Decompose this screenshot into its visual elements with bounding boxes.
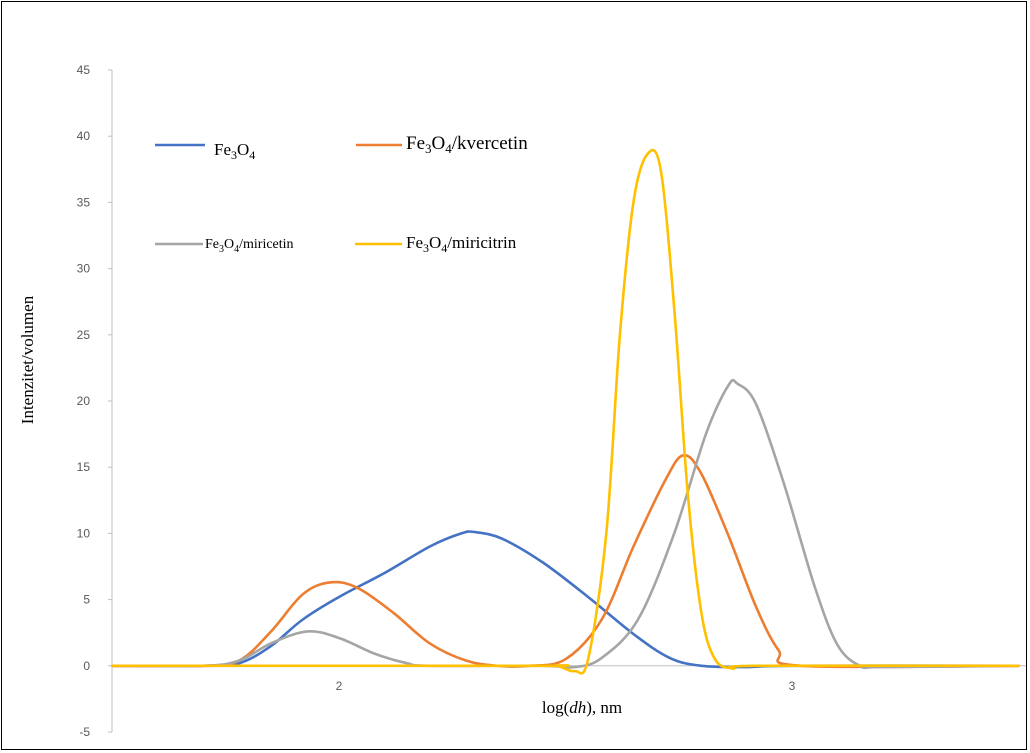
y-tick-label: 15 xyxy=(77,460,91,474)
y-tick-label: 0 xyxy=(83,659,90,673)
legend-fe3o4-miricetin: Fe3O4/miricetin xyxy=(155,237,294,255)
y-tick-label: 20 xyxy=(77,394,91,408)
y-tick-label: 25 xyxy=(77,328,91,342)
series-line-fe3o4-miricetin xyxy=(111,378,1020,670)
y-tick-label: 5 xyxy=(83,593,90,607)
series-line-fe3o4-kvercetin xyxy=(111,453,1020,669)
y-tick-label: 10 xyxy=(77,526,91,540)
series-layer xyxy=(111,148,1020,675)
legend: Fe3O4 Fe3O4/kvercetin Fe3O4/miricetin Fe3O4… xyxy=(155,133,528,255)
legend-label: Fe3O4/miricitrin xyxy=(406,233,517,255)
y-tick-label: 40 xyxy=(77,129,91,143)
y-tick-label: 45 xyxy=(77,63,91,77)
y-axis-title: Intenzitet/volumen xyxy=(18,295,37,424)
x-tick-label: 3 xyxy=(789,679,796,693)
y-tick-label: 30 xyxy=(77,262,91,276)
legend-fe3o4-kvercetin: Fe3O4/kvercetin xyxy=(356,133,528,156)
legend-label: Fe3O4 xyxy=(214,140,255,162)
legend-label: Fe3O4/kvercetin xyxy=(406,133,528,156)
x-tick-label: 2 xyxy=(336,679,343,693)
series-line-fe3o4-miricitrin xyxy=(111,148,1020,675)
legend-fe3o4-miricitrin: Fe3O4/miricitrin xyxy=(355,233,517,255)
x-axis-title: log(dh), nm xyxy=(542,698,622,717)
legend-label: Fe3O4/miricetin xyxy=(205,237,294,255)
legend-fe3o4: Fe3O4 xyxy=(155,140,255,162)
y-tick-label: 35 xyxy=(77,195,91,209)
axes: -5 0 5 10 15 20 25 30 35 40 45 2 3 xyxy=(77,63,1026,739)
y-tick-label: -5 xyxy=(79,725,90,739)
series-line-fe3o4 xyxy=(111,530,1020,669)
